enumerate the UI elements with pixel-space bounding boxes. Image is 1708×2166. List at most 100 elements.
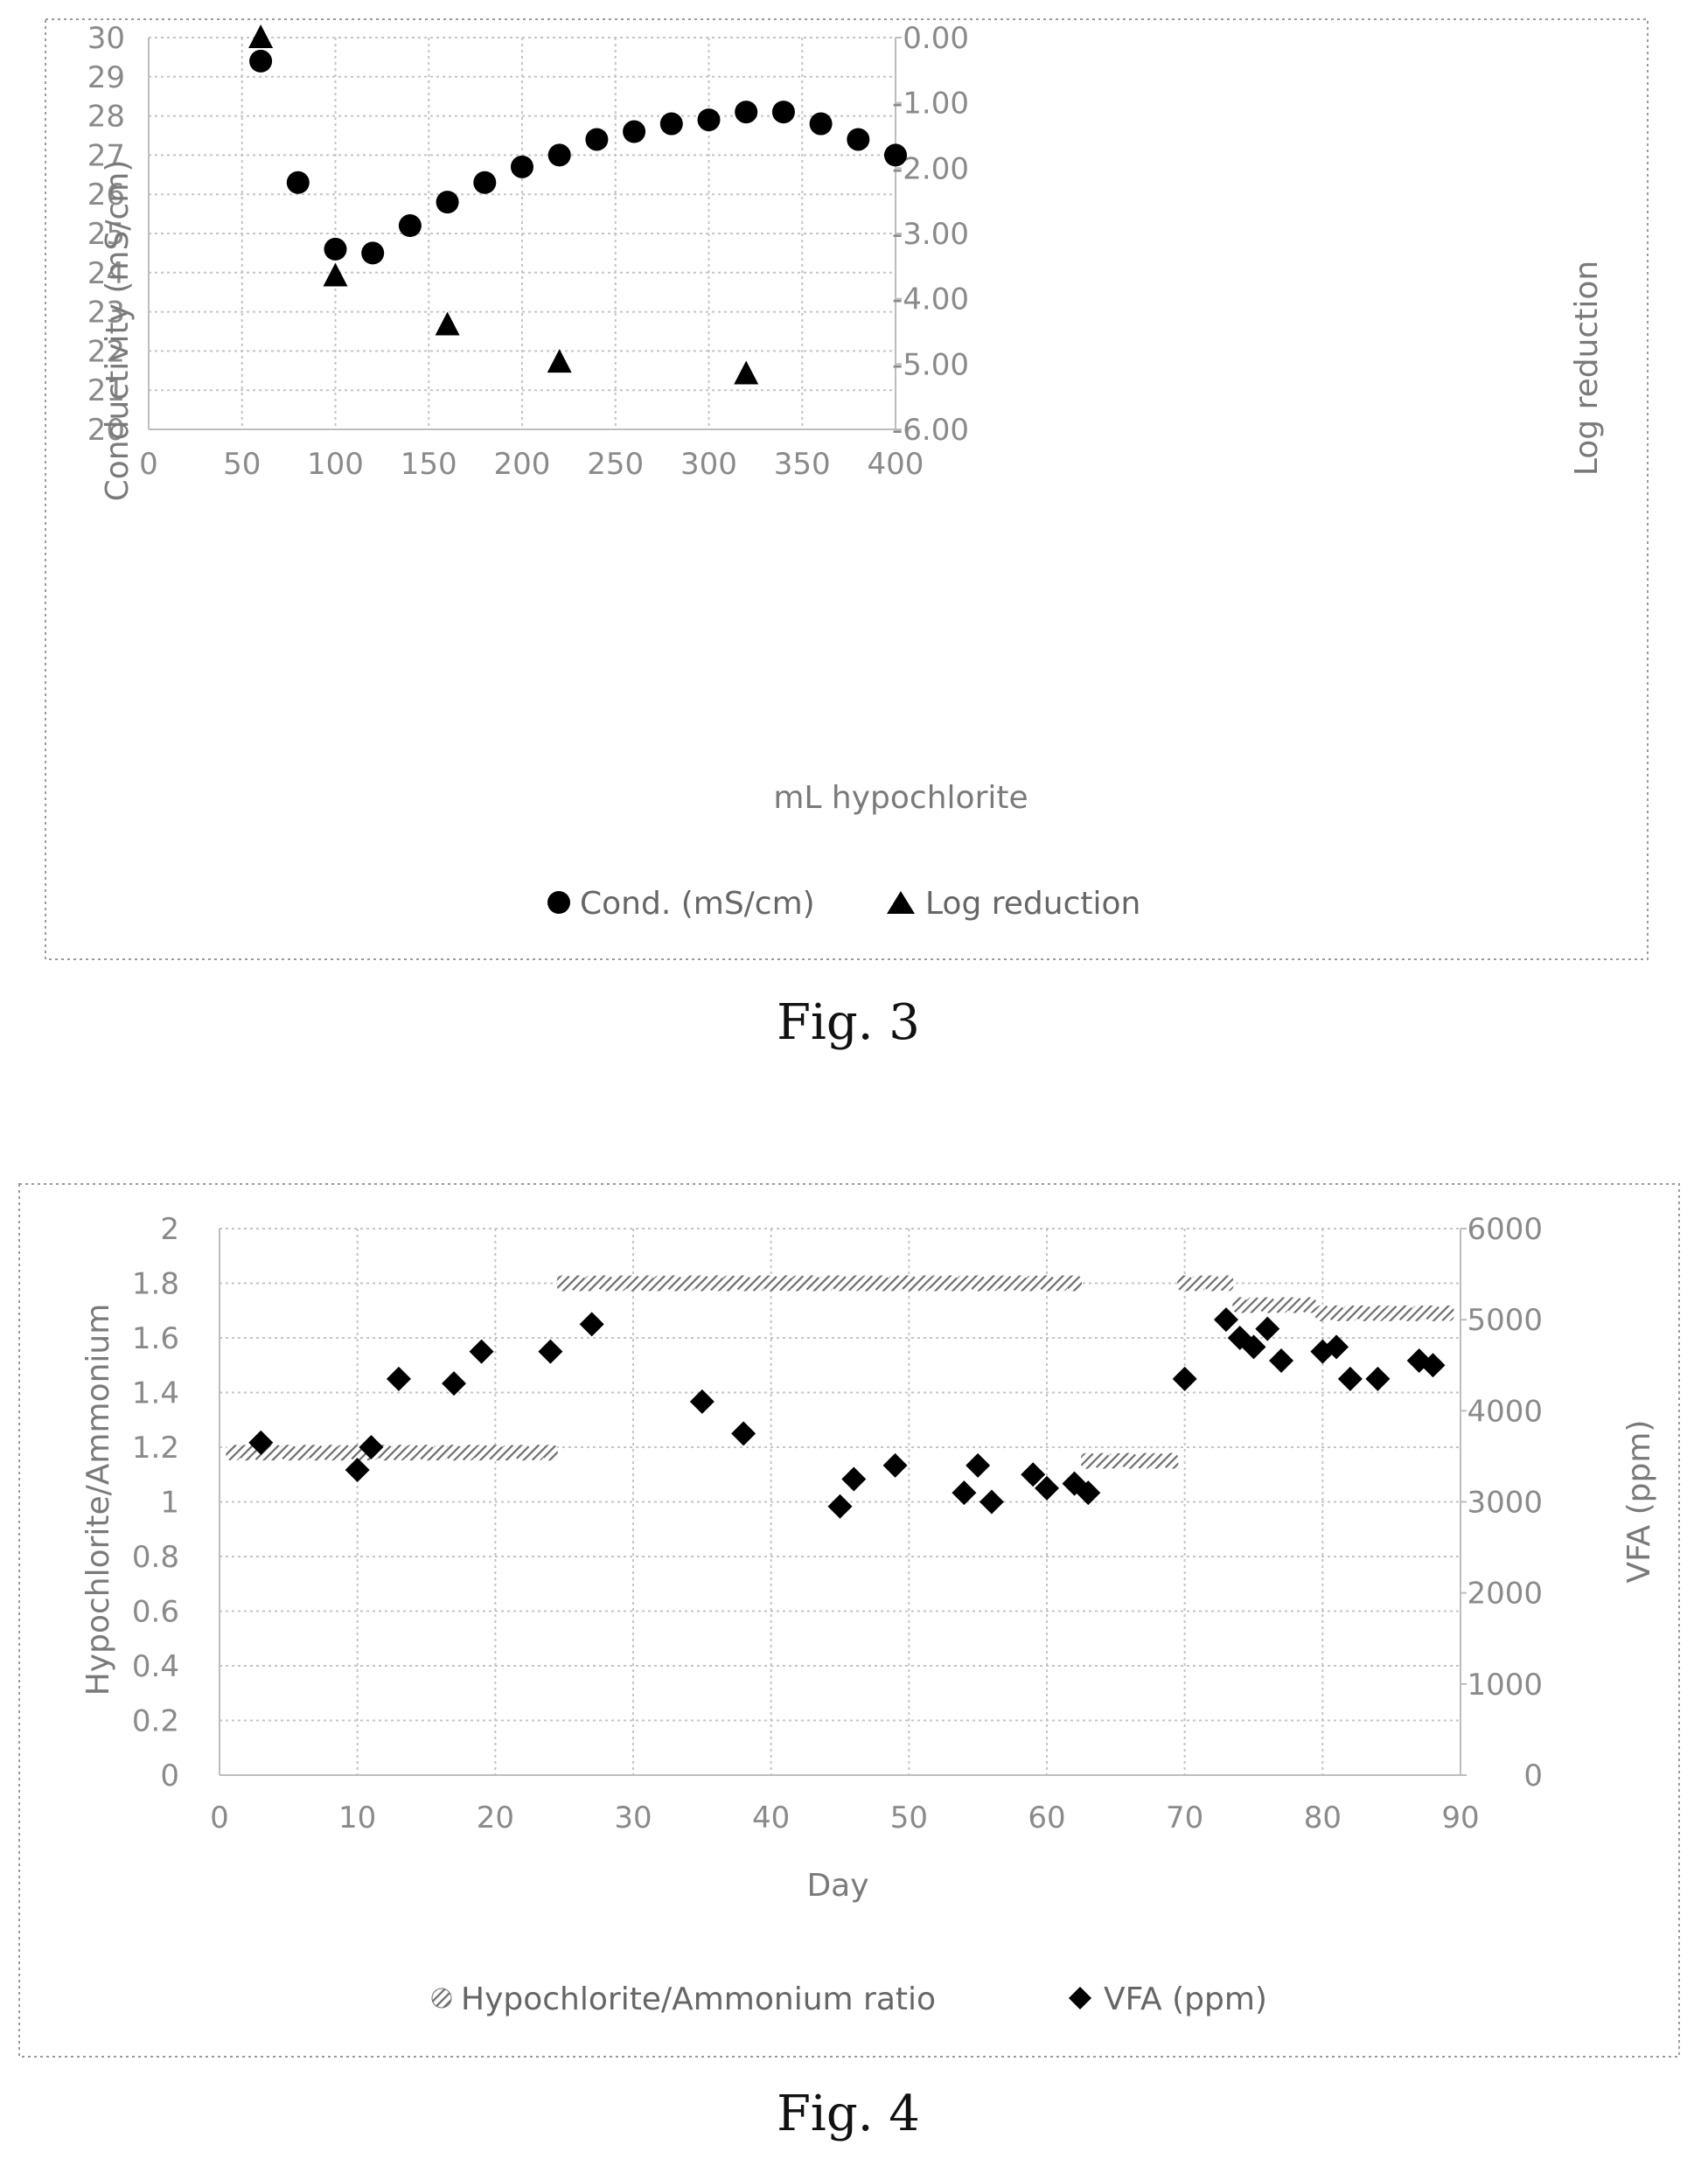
vfa-point — [469, 1339, 494, 1364]
conductivity-point — [249, 49, 273, 73]
ratio-bar — [777, 1275, 792, 1292]
right-y-axis-title: Log reduction — [1569, 261, 1605, 476]
ratio-bar — [460, 1445, 476, 1461]
x-axis-title: Day — [806, 1868, 868, 1904]
legend-circle-icon — [547, 891, 570, 914]
ratio-bar — [322, 1445, 338, 1461]
ratio-bar — [998, 1275, 1014, 1292]
vfa-series — [248, 1307, 1446, 1519]
ratio-bar — [405, 1445, 421, 1461]
ratio-bar — [543, 1445, 558, 1461]
y-tick-label: 0.6 — [132, 1595, 179, 1630]
conductivity-point — [324, 237, 347, 261]
x-tick-label: 10 — [338, 1800, 376, 1835]
vfa-point — [359, 1435, 384, 1459]
ratio-bar — [1191, 1275, 1206, 1292]
vfa-point — [345, 1458, 370, 1483]
conductivity-point — [286, 171, 310, 194]
ratio-bar — [1053, 1275, 1069, 1292]
ratio-bar — [805, 1275, 820, 1292]
x-tick-label: 250 — [587, 447, 644, 482]
vfa-point — [1035, 1475, 1059, 1501]
ratio-bar — [1163, 1452, 1179, 1469]
vfa-point — [1172, 1366, 1197, 1391]
ratio-bar — [694, 1275, 710, 1292]
y-tick-label: 25 — [87, 217, 125, 252]
y2-tick-label: -6.00 — [892, 413, 969, 448]
ratio-bar — [446, 1445, 462, 1461]
ratio-bar — [1314, 1305, 1330, 1321]
legend-label-cond: Cond. (mS/cm) — [580, 886, 815, 922]
conductivity-point — [659, 112, 683, 136]
ratio-bar — [1398, 1305, 1413, 1321]
legend: Cond. (mS/cm) Log reduction — [547, 886, 1140, 922]
legend: Hypochlorite/Ammonium ratio VFA (ppm) — [431, 1981, 1267, 2017]
x-tick-label: 300 — [680, 447, 737, 482]
conductivity-point — [847, 128, 870, 151]
conductivity-point — [361, 241, 385, 265]
x-tick-label: 90 — [1441, 1800, 1479, 1835]
vfa-point — [579, 1312, 604, 1337]
ratio-bar — [1370, 1305, 1385, 1321]
ratio-bar — [1384, 1305, 1399, 1321]
y2-tick-label: 5000 — [1467, 1303, 1543, 1338]
x-tick-label: 60 — [1028, 1800, 1065, 1835]
conductivity-point — [511, 155, 533, 178]
vfa-point — [1076, 1480, 1101, 1506]
data-marks — [248, 24, 907, 385]
vfa-point — [966, 1452, 991, 1478]
ratio-bar — [984, 1275, 1000, 1292]
log-reduction-point — [435, 311, 460, 336]
y-tick-label: 22 — [87, 334, 125, 369]
ratio-bar — [929, 1275, 945, 1292]
ratio-bar — [515, 1445, 531, 1461]
grid-lines — [149, 37, 896, 429]
chart-frame — [45, 18, 1649, 960]
ratio-bar — [970, 1275, 986, 1292]
vfa-point — [1269, 1348, 1294, 1374]
legend-label-vfa: VFA (ppm) — [1104, 1981, 1267, 2017]
left-y-axis-title: Hypochlorite/Ammonium — [80, 1304, 116, 1696]
x-tick-label: 80 — [1304, 1800, 1342, 1835]
vfa-point — [979, 1489, 1004, 1515]
y-tick-label: 1.2 — [132, 1431, 179, 1466]
y-tick-label: 30 — [87, 21, 125, 56]
ratio-bar — [791, 1275, 806, 1292]
y-tick-label: 0.2 — [132, 1704, 179, 1739]
ratio-bar — [666, 1275, 682, 1292]
ratio-bar — [1108, 1452, 1124, 1469]
ratio-bar — [680, 1275, 696, 1292]
x-tick-labels: 0 10 20 30 40 50 60 70 80 90 — [210, 1800, 1479, 1835]
conductivity-point — [398, 214, 422, 238]
ratio-bar — [860, 1275, 875, 1292]
ratio-bar — [598, 1275, 613, 1292]
vfa-point — [386, 1366, 411, 1391]
ratio-bar — [432, 1445, 448, 1461]
ratio-bar — [611, 1275, 627, 1292]
y-tick-label: 0.4 — [132, 1649, 179, 1684]
x-tick-label: 40 — [752, 1800, 790, 1835]
y2-tick-label: 1000 — [1467, 1668, 1543, 1703]
ratio-bar — [722, 1275, 737, 1292]
axes — [148, 37, 902, 430]
ratio-bar — [1135, 1452, 1151, 1469]
y2-tick-label: 0.00 — [903, 21, 969, 56]
ratio-bar — [943, 1275, 959, 1292]
x-axis-title: mL hypochlorite — [773, 780, 1028, 816]
y2-tick-label: 2000 — [1467, 1577, 1543, 1612]
x-tick-label: 30 — [614, 1800, 652, 1835]
ratio-bar — [1342, 1305, 1358, 1321]
ratio-bar — [1356, 1305, 1372, 1321]
ratio-bar — [1149, 1452, 1165, 1469]
ratio-bar — [1177, 1275, 1193, 1292]
legend-label-log-reduction: Log reduction — [925, 886, 1140, 922]
ratio-bar — [1039, 1275, 1055, 1292]
legend-label-ratio: Hypochlorite/Ammonium ratio — [461, 1981, 936, 2017]
conductivity-point — [809, 112, 833, 136]
figure-caption: Fig. 4 — [777, 2086, 920, 2142]
vfa-point — [1213, 1307, 1238, 1333]
vfa-point — [1021, 1462, 1046, 1487]
ratio-bar — [1232, 1297, 1248, 1313]
x-tick-label: 200 — [494, 447, 551, 482]
y-tick-label: 28 — [87, 100, 125, 135]
